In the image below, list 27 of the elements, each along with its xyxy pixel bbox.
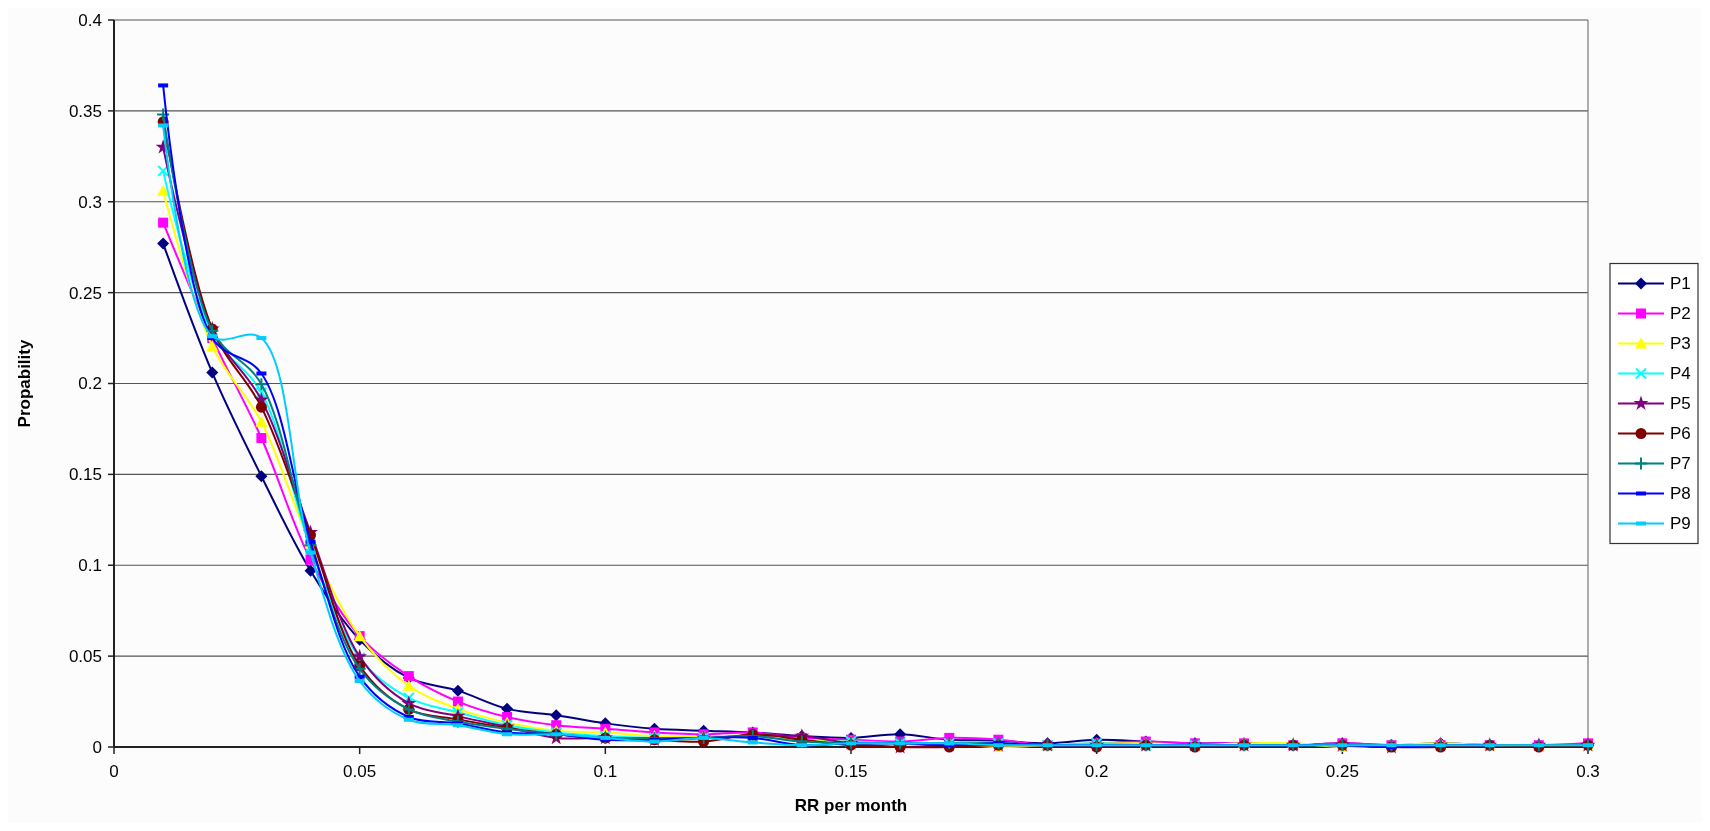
legend-label: P1 — [1670, 274, 1691, 294]
y-tick-label: 0.25 — [68, 283, 102, 303]
legend-label: P4 — [1670, 364, 1691, 384]
legend-label: P9 — [1670, 514, 1691, 534]
legend-label: P5 — [1670, 394, 1691, 414]
x-tick-label: 0.3 — [1576, 762, 1600, 781]
x-tick-label: 0.15 — [834, 762, 868, 781]
legend-label: P8 — [1670, 484, 1691, 504]
x-tick-label: 0.2 — [1084, 762, 1109, 781]
x-tick-label: 0.05 — [343, 762, 377, 781]
y-tick-label: 0.3 — [78, 192, 102, 212]
y-tick-label: 0.05 — [68, 647, 102, 667]
y-tick-label: 0.35 — [68, 101, 102, 121]
legend-label: P3 — [1670, 334, 1691, 354]
legend-label: P2 — [1670, 304, 1691, 324]
x-axis-title: RR per month — [794, 796, 908, 815]
legend-label: P6 — [1670, 424, 1691, 444]
y-tick-label: 0.2 — [78, 374, 102, 394]
y-tick-label: 0.4 — [78, 10, 102, 30]
y-tick-label: 0 — [92, 737, 102, 757]
y-axis-title: Propability — [15, 339, 34, 428]
y-tick-label: 0.1 — [78, 556, 102, 576]
x-tick-label: 0.1 — [593, 762, 618, 781]
legend-label: P7 — [1670, 454, 1691, 474]
x-tick-label: 0 — [109, 762, 119, 781]
y-tick-label: 0.15 — [68, 465, 102, 485]
x-tick-label: 0.25 — [1325, 762, 1359, 781]
